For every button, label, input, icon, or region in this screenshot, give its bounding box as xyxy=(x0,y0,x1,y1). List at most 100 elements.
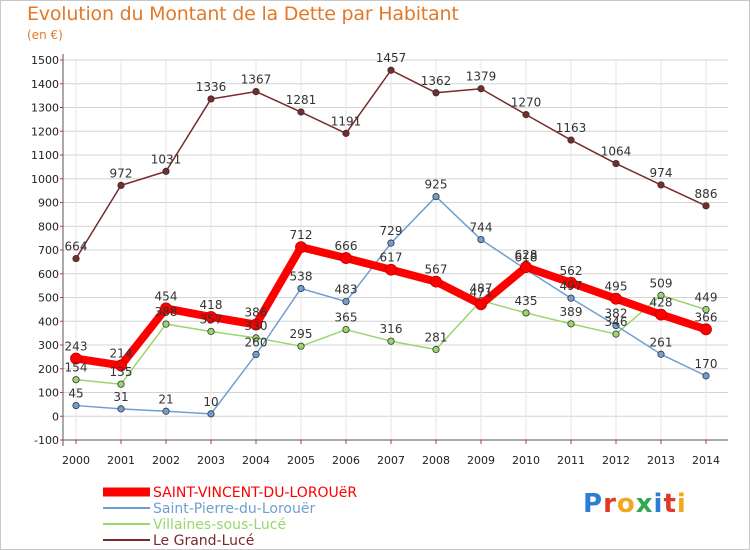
chart-title: Evolution du Montant de la Dette par Hab… xyxy=(27,3,459,25)
data-label-2-1: 31 xyxy=(113,390,128,404)
data-label-0-5: 1281 xyxy=(286,93,317,107)
data-label-0-14: 886 xyxy=(695,187,718,201)
data-point-2-12 xyxy=(612,321,620,330)
data-point-2-13 xyxy=(657,350,665,358)
y-tick-label-2: 100 xyxy=(38,387,59,400)
y-tick-label-5: 400 xyxy=(38,315,59,328)
data-point-2-9 xyxy=(477,235,485,244)
data-label-0-0: 664 xyxy=(65,240,88,254)
legend-label-0: SAINT-VINCENT-DU-LOROUëR xyxy=(153,485,357,501)
data-label-2-3: 10 xyxy=(203,395,218,409)
x-tick-label-7: 2007 xyxy=(377,454,405,467)
data-label-1-0: 154 xyxy=(65,361,88,375)
x-tick-label-1: 2001 xyxy=(107,454,135,467)
data-point-2-6 xyxy=(342,297,350,306)
data-label-2-11: 497 xyxy=(560,279,583,293)
data-point-3-11 xyxy=(565,276,577,289)
data-label-3-10: 628 xyxy=(515,248,538,262)
data-point-2-4 xyxy=(252,350,260,359)
x-tick-label-14: 2014 xyxy=(692,454,720,467)
data-point-1-3 xyxy=(207,327,215,336)
data-point-0-3 xyxy=(207,95,215,103)
data-point-3-12 xyxy=(610,292,622,305)
data-label-3-1: 214 xyxy=(110,346,133,360)
data-point-2-1 xyxy=(117,405,125,413)
data-label-3-6: 666 xyxy=(335,239,358,253)
y-tick-label-13: 1200 xyxy=(31,125,59,138)
data-label-1-6: 365 xyxy=(335,311,358,325)
data-point-2-2 xyxy=(162,407,170,415)
data-label-3-2: 454 xyxy=(155,289,178,303)
x-tick-label-4: 2004 xyxy=(242,454,270,467)
data-point-0-2 xyxy=(162,167,170,175)
legend-label-3: Le Grand-Lucé xyxy=(153,533,254,549)
data-label-0-8: 1362 xyxy=(421,74,452,88)
data-label-2-2: 21 xyxy=(158,392,173,406)
data-label-0-11: 1163 xyxy=(556,121,587,135)
legend-item-2: Villaines-sous-Lucé xyxy=(103,517,286,533)
x-tick-label-3: 2003 xyxy=(197,454,225,467)
data-label-0-7: 1457 xyxy=(376,51,407,65)
series-3 xyxy=(70,241,712,372)
data-point-3-0 xyxy=(70,352,82,365)
data-label-3-3: 418 xyxy=(200,298,223,312)
y-tick-label-6: 500 xyxy=(38,292,59,305)
data-label-3-8: 567 xyxy=(425,263,448,277)
data-point-0-11 xyxy=(567,136,575,144)
data-label-0-9: 1379 xyxy=(466,70,497,84)
data-point-2-0 xyxy=(72,401,80,410)
data-label-1-3: 357 xyxy=(200,312,223,326)
data-label-1-12: 346 xyxy=(605,315,628,329)
legend-item-0: SAINT-VINCENT-DU-LOROUëR xyxy=(103,485,357,501)
data-label-0-2: 1031 xyxy=(151,152,182,166)
logo-letter: x xyxy=(635,489,654,519)
x-tick-label-13: 2013 xyxy=(647,454,675,467)
y-tick-label-16: 1500 xyxy=(31,54,59,67)
x-tick-label-11: 2011 xyxy=(557,454,585,467)
data-point-3-1 xyxy=(115,359,127,372)
y-tick-label-14: 1300 xyxy=(31,102,59,115)
data-label-3-7: 617 xyxy=(380,251,403,265)
data-point-0-12 xyxy=(612,159,620,168)
data-label-2-13: 261 xyxy=(650,335,673,349)
data-label-3-5: 712 xyxy=(290,228,313,242)
data-label-1-1: 135 xyxy=(110,365,133,379)
x-tick-label-9: 2009 xyxy=(467,454,495,467)
data-point-0-6 xyxy=(342,129,350,137)
data-label-3-0: 243 xyxy=(65,340,88,354)
x-tick-label-10: 2010 xyxy=(512,454,540,467)
data-point-3-14 xyxy=(700,323,712,336)
y-tick-label-10: 900 xyxy=(38,197,59,210)
data-point-0-9 xyxy=(477,85,485,93)
data-label-1-4: 330 xyxy=(245,319,268,333)
data-point-2-7 xyxy=(387,239,395,247)
series-2 xyxy=(72,192,710,418)
legend-item-3: Le Grand-Lucé xyxy=(103,533,254,549)
data-label-0-6: 1191 xyxy=(331,114,362,128)
data-label-0-12: 1064 xyxy=(601,145,632,159)
data-label-1-7: 316 xyxy=(380,322,403,336)
y-tick-label-11: 1000 xyxy=(31,173,59,186)
y-tick-label-3: 200 xyxy=(38,363,59,376)
x-tick-label-6: 2006 xyxy=(332,454,360,467)
data-point-1-7 xyxy=(387,337,395,345)
data-label-3-14: 366 xyxy=(695,310,718,324)
data-point-0-14 xyxy=(702,202,710,210)
data-label-1-9: 487 xyxy=(470,282,493,296)
data-point-0-13 xyxy=(657,181,665,189)
data-label-2-7: 729 xyxy=(380,224,403,238)
data-point-1-1 xyxy=(117,380,125,388)
data-point-1-5 xyxy=(297,342,305,350)
data-point-0-10 xyxy=(522,111,530,119)
y-tick-label-4: 300 xyxy=(38,339,59,352)
data-point-0-8 xyxy=(432,89,440,97)
data-label-1-10: 435 xyxy=(515,294,538,308)
data-label-2-5: 538 xyxy=(290,269,313,283)
data-label-0-13: 974 xyxy=(650,166,673,180)
y-tick-label-8: 700 xyxy=(38,244,59,257)
data-label-2-8: 925 xyxy=(425,178,448,192)
data-label-3-4: 386 xyxy=(245,306,268,320)
series-1 xyxy=(72,291,710,388)
data-label-2-6: 483 xyxy=(335,283,358,297)
